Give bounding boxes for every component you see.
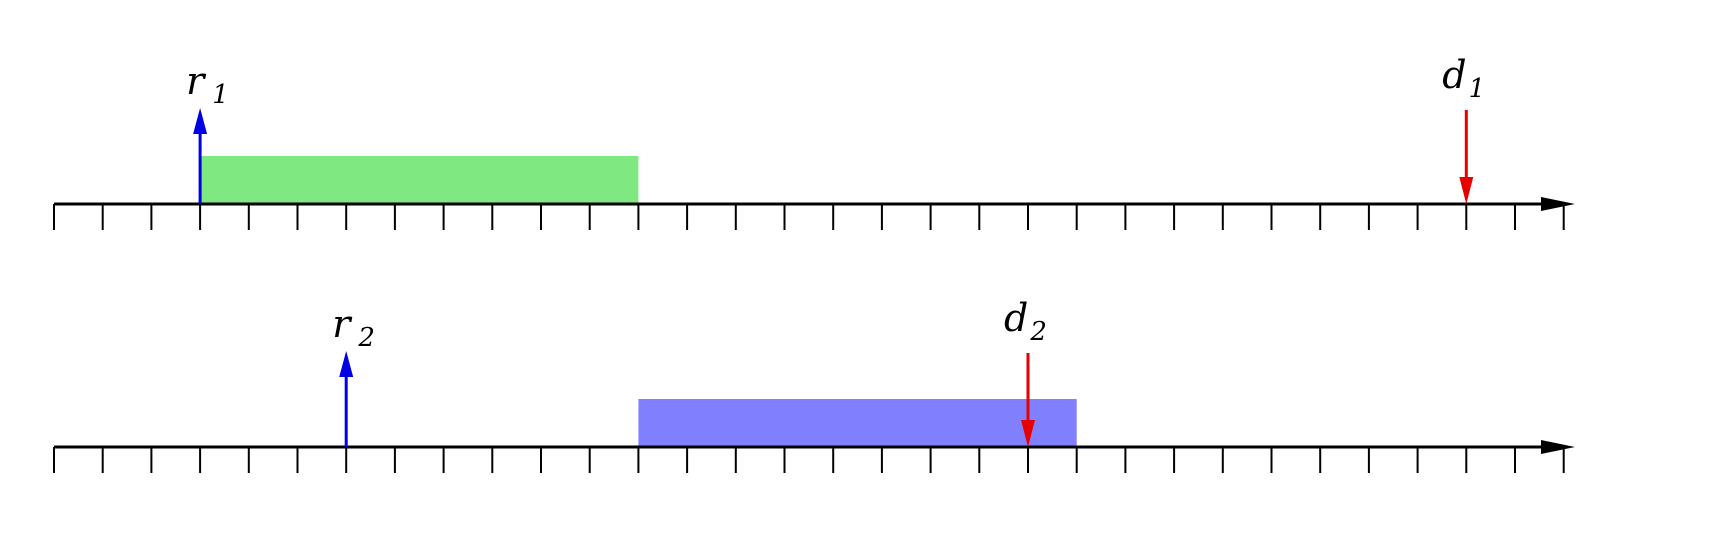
job-bar xyxy=(200,156,639,204)
job-bar xyxy=(638,399,1077,447)
deadline-label-sub: 2 xyxy=(1029,317,1047,347)
timeline-job-2: r 2 d2 xyxy=(53,296,1575,473)
deadline-label: d1 xyxy=(1442,53,1485,104)
release-arrow-icon xyxy=(193,108,208,134)
release-label-main: r xyxy=(332,302,353,346)
axis-arrow-icon xyxy=(1541,440,1575,454)
release-label-main: r xyxy=(186,59,207,103)
deadline-label-main: d xyxy=(1004,296,1028,340)
axis-arrow-icon xyxy=(1541,197,1575,211)
deadline-label-main: d xyxy=(1442,53,1466,97)
deadline-label-sub: 1 xyxy=(1469,74,1486,104)
release-label-sub: 1 xyxy=(212,80,229,110)
release-arrow-icon xyxy=(339,351,354,377)
deadline-arrow-icon xyxy=(1021,420,1035,447)
deadline-label: d2 xyxy=(1004,296,1047,347)
deadline-arrow-icon xyxy=(1459,177,1474,204)
release-label-sub: 2 xyxy=(357,323,375,353)
timeline-job-1: r 1 d1 xyxy=(53,53,1575,230)
